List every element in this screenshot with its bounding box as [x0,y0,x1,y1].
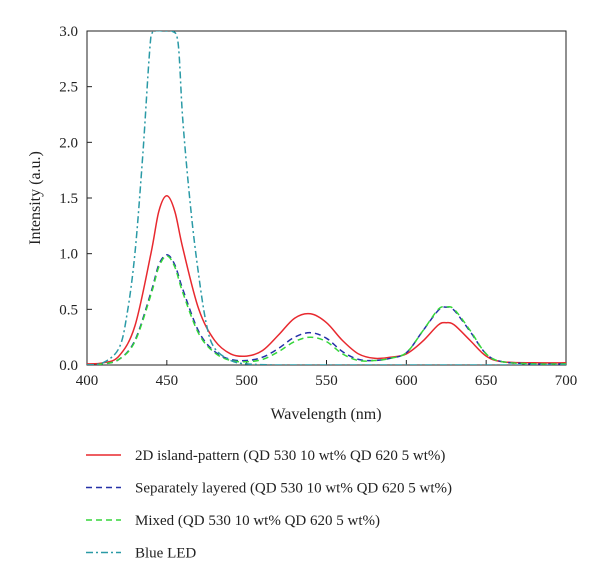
y-axis-ticks: 0.0 0.5 1.0 1.5 2.0 2.5 3.0 [59,24,92,374]
series-line-4 [87,31,566,365]
series-line-2 [87,254,566,365]
series-line-3 [87,255,566,365]
y-tick-label: 2.5 [59,80,78,96]
series-lines [87,31,566,365]
x-tick-label: 700 [555,373,578,389]
series-line-1 [87,195,566,365]
legend-label-2: Separately layered (QD 530 10 wt% QD 620… [135,481,452,497]
x-tick-label: 650 [475,373,498,389]
legend-label-3: Mixed (QD 530 10 wt% QD 620 5 wt%) [135,513,380,529]
legend: 2D island-pattern (QD 530 10 wt% QD 620 … [86,448,452,562]
x-axis-title: Wavelength (nm) [270,406,381,423]
y-tick-label: 1.5 [59,191,78,207]
x-tick-label: 450 [156,373,179,389]
legend-label-1: 2D island-pattern (QD 530 10 wt% QD 620 … [135,448,445,464]
y-tick-label: 3.0 [59,24,78,40]
x-tick-label: 600 [395,373,418,389]
x-tick-label: 550 [315,373,338,389]
y-tick-label: 0.0 [59,358,78,374]
y-tick-label: 1.0 [59,247,78,263]
x-tick-label: 400 [76,373,99,389]
y-axis-title: Intensity (a.u.) [27,151,44,245]
x-axis-ticks: 400 450 500 550 600 650 700 [76,360,578,389]
plot-area-frame [86,30,567,366]
legend-label-4: Blue LED [135,546,196,562]
y-tick-label: 2.0 [59,135,78,151]
y-tick-label: 0.5 [59,302,78,318]
x-tick-label: 500 [235,373,258,389]
